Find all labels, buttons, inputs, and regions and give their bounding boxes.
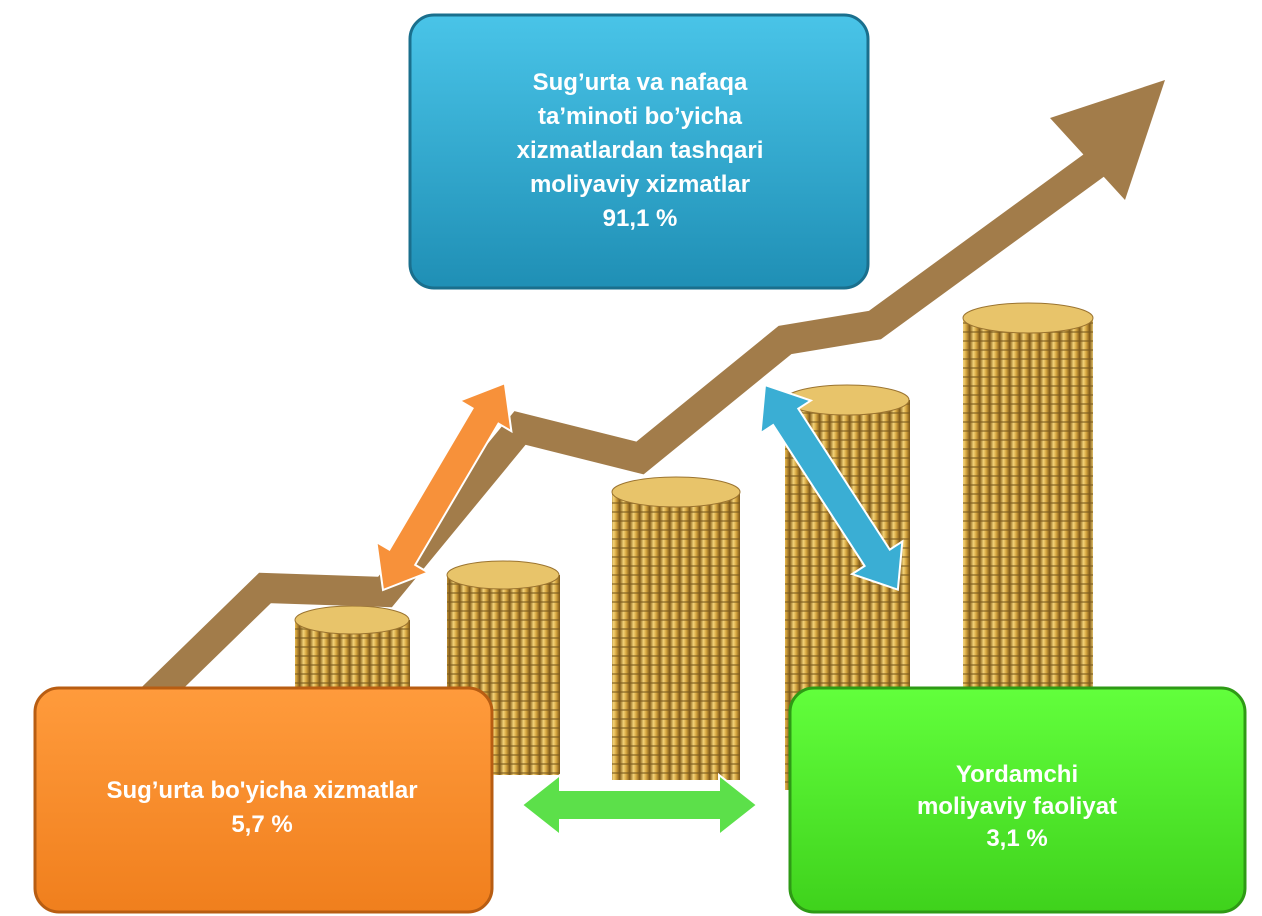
orange-double-arrow <box>375 381 513 592</box>
box-text: 91,1 % <box>603 205 678 232</box>
box-text: ta’minoti bo’yicha <box>538 103 743 130</box>
top-box: Sug’urta va nafaqa ta’minoti bo’yicha xi… <box>408 13 870 290</box>
growth-arrow <box>139 80 1165 711</box>
box-text: Yordamchi <box>956 761 1078 788</box>
green-double-arrow <box>520 772 759 838</box>
box-text: 5,7 % <box>231 811 292 838</box>
box-text: Sug’urta va nafaqa <box>533 69 748 96</box>
box-text: moliyaviy xizmatlar <box>530 171 750 198</box>
right-box: Yordamchi moliyaviy faoliyat 3,1 % <box>788 686 1247 914</box>
blue-double-arrow <box>759 383 904 591</box>
left-box: Sug’urta bo'yicha xizmatlar 5,7 % <box>33 686 494 914</box>
box-text: 3,1 % <box>986 825 1047 852</box>
box-text: Sug’urta bo'yicha xizmatlar <box>106 777 417 804</box>
box-text: moliyaviy faoliyat <box>917 793 1117 820</box>
box-text: xizmatlardan tashqari <box>517 137 764 164</box>
